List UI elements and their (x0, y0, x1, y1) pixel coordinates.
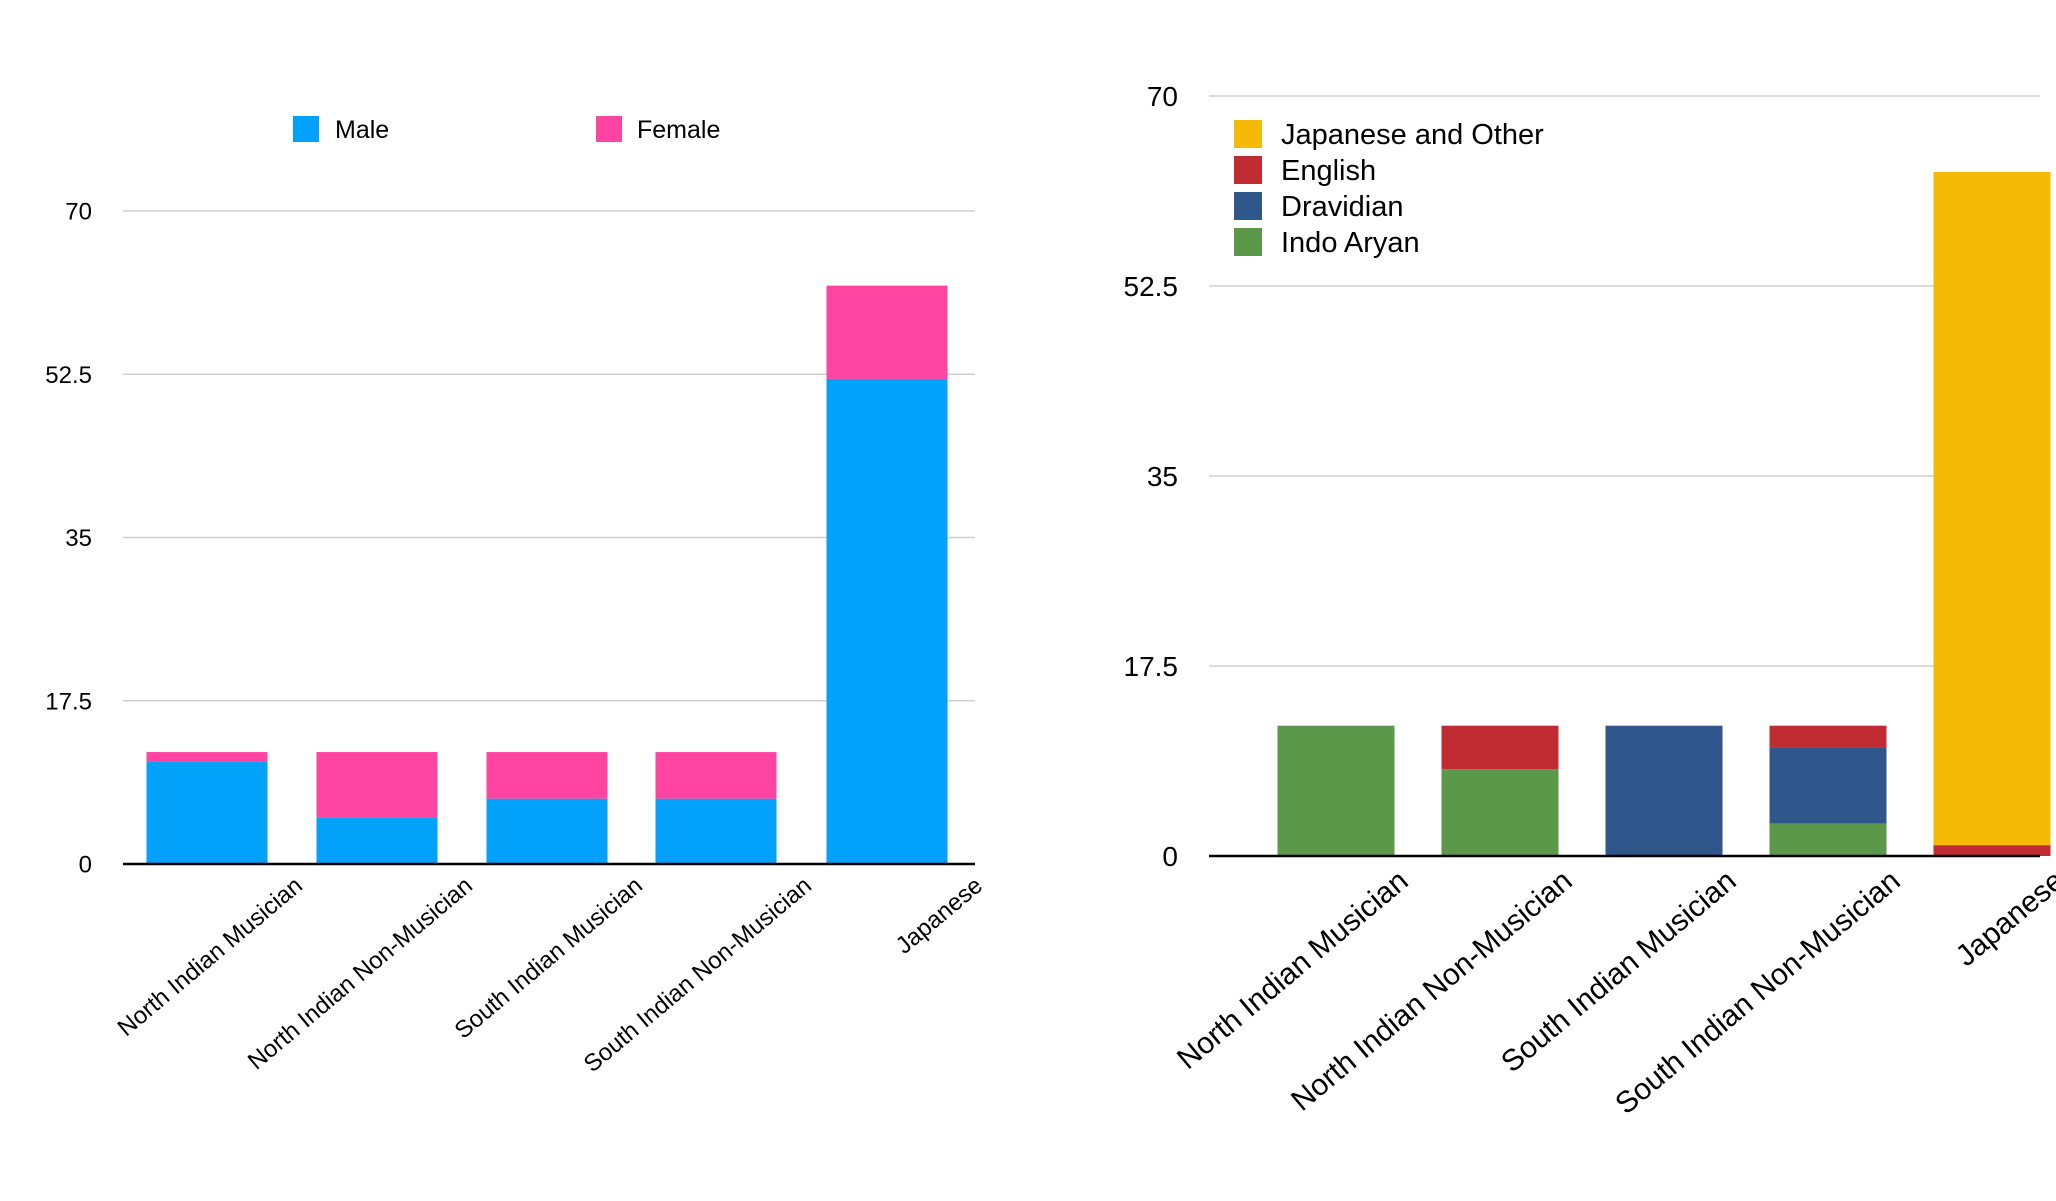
bar-indo-aryan-south-indian-non-musician (1769, 823, 1887, 856)
bar-dravidian-south-indian-non-musician (1769, 747, 1887, 824)
x-tick-label: Japanese (1950, 864, 2056, 973)
y-tick-label: 35 (1147, 461, 1178, 492)
bar-japanese-and-other-japanese (1933, 172, 2051, 846)
legend-swatch-english (1234, 156, 1262, 184)
y-tick-label: 52.5 (1124, 271, 1179, 302)
bar-male-north-indian-musician (146, 761, 268, 864)
bar-female-japanese (826, 285, 948, 379)
bar-female-south-indian-musician (486, 752, 608, 799)
legend-label-japanese-and-other: Japanese and Other (1281, 119, 1544, 151)
bar-english-north-indian-non-musician (1441, 725, 1559, 770)
legend-label-female: Female (637, 116, 720, 144)
bar-indo-aryan-north-indian-non-musician (1441, 769, 1559, 856)
legend-swatch-dravidian (1234, 192, 1262, 220)
legend-label-indo-aryan: Indo Aryan (1281, 227, 1420, 259)
bar-english-south-indian-non-musician (1769, 725, 1887, 748)
legend-swatch-japanese-and-other (1234, 120, 1262, 148)
legend-label-english: English (1281, 155, 1376, 187)
bar-female-north-indian-non-musician (316, 752, 438, 818)
legend-label-dravidian: Dravidian (1281, 191, 1404, 223)
y-tick-label: 17.5 (1124, 651, 1179, 682)
y-tick-label: 17.5 (45, 688, 92, 715)
bar-female-north-indian-musician (146, 752, 268, 762)
bar-male-japanese (826, 378, 948, 864)
x-tick-label: North Indian Non-Musician (1285, 864, 1578, 1118)
bar-english-japanese (1933, 845, 2051, 856)
bar-male-north-indian-non-musician (316, 817, 438, 864)
bar-male-south-indian-musician (486, 798, 608, 864)
y-tick-label: 0 (1162, 841, 1178, 872)
bar-dravidian-south-indian-musician (1605, 725, 1723, 856)
y-tick-label: 52.5 (45, 362, 92, 389)
bar-indo-aryan-north-indian-musician (1277, 725, 1395, 856)
legend-swatch-indo-aryan (1234, 228, 1262, 256)
y-tick-label: 35 (65, 525, 92, 552)
legend-label-male: Male (335, 116, 389, 144)
y-tick-label: 0 (79, 852, 92, 879)
bar-female-south-indian-non-musician (655, 752, 777, 799)
bar-male-south-indian-non-musician (655, 798, 777, 864)
y-tick-label: 70 (65, 199, 92, 226)
legend-swatch-male (293, 116, 319, 142)
legend-swatch-female (596, 116, 622, 142)
x-tick-label: South Indian Non-Musician (1609, 864, 1906, 1121)
y-tick-label: 70 (1147, 81, 1178, 112)
